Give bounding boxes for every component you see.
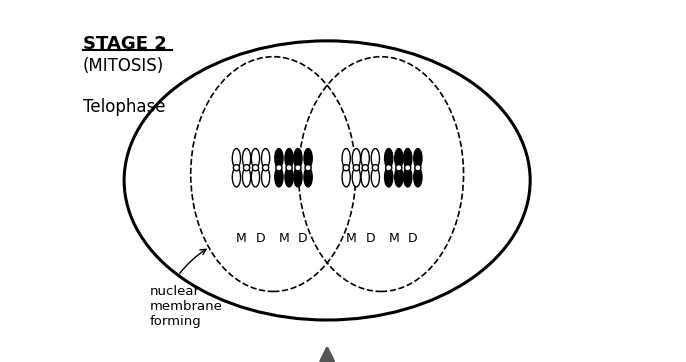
Ellipse shape bbox=[372, 165, 379, 171]
Ellipse shape bbox=[275, 148, 283, 168]
Ellipse shape bbox=[261, 167, 270, 187]
Ellipse shape bbox=[394, 148, 403, 168]
Ellipse shape bbox=[304, 167, 312, 187]
Ellipse shape bbox=[233, 165, 239, 171]
Ellipse shape bbox=[362, 165, 368, 171]
Text: Telophase: Telophase bbox=[83, 98, 165, 116]
Ellipse shape bbox=[251, 148, 259, 168]
Ellipse shape bbox=[343, 165, 349, 171]
Ellipse shape bbox=[233, 167, 241, 187]
Text: (MITOSIS): (MITOSIS) bbox=[83, 57, 164, 75]
Ellipse shape bbox=[124, 41, 530, 320]
Ellipse shape bbox=[251, 167, 259, 187]
Ellipse shape bbox=[242, 148, 250, 168]
Ellipse shape bbox=[294, 148, 302, 168]
Ellipse shape bbox=[263, 165, 269, 171]
Ellipse shape bbox=[371, 167, 379, 187]
Ellipse shape bbox=[403, 148, 412, 168]
Ellipse shape bbox=[386, 165, 392, 171]
Ellipse shape bbox=[244, 165, 250, 171]
Ellipse shape bbox=[252, 165, 259, 171]
Ellipse shape bbox=[294, 167, 302, 187]
Ellipse shape bbox=[361, 148, 369, 168]
Ellipse shape bbox=[285, 167, 293, 187]
Ellipse shape bbox=[371, 148, 379, 168]
Ellipse shape bbox=[396, 165, 402, 171]
Ellipse shape bbox=[295, 165, 301, 171]
Ellipse shape bbox=[385, 148, 393, 168]
Text: nuclear
membrane
forming: nuclear membrane forming bbox=[150, 285, 222, 328]
Ellipse shape bbox=[285, 148, 293, 168]
Ellipse shape bbox=[353, 165, 359, 171]
Ellipse shape bbox=[305, 165, 311, 171]
Ellipse shape bbox=[414, 167, 422, 187]
Ellipse shape bbox=[352, 148, 360, 168]
Text: M: M bbox=[236, 232, 247, 245]
Text: M: M bbox=[279, 232, 289, 245]
Ellipse shape bbox=[233, 148, 241, 168]
Ellipse shape bbox=[304, 148, 312, 168]
Text: D: D bbox=[408, 232, 418, 245]
Text: M: M bbox=[388, 232, 399, 245]
Text: D: D bbox=[298, 232, 308, 245]
Ellipse shape bbox=[342, 167, 351, 187]
Text: M: M bbox=[346, 232, 357, 245]
Ellipse shape bbox=[242, 167, 250, 187]
Ellipse shape bbox=[261, 148, 270, 168]
Ellipse shape bbox=[415, 165, 421, 171]
Ellipse shape bbox=[403, 167, 412, 187]
Ellipse shape bbox=[405, 165, 411, 171]
Ellipse shape bbox=[276, 165, 282, 171]
Ellipse shape bbox=[394, 167, 403, 187]
Ellipse shape bbox=[342, 148, 351, 168]
Ellipse shape bbox=[361, 167, 369, 187]
Ellipse shape bbox=[352, 167, 360, 187]
Text: D: D bbox=[366, 232, 375, 245]
Text: D: D bbox=[256, 232, 265, 245]
Ellipse shape bbox=[286, 165, 292, 171]
Ellipse shape bbox=[385, 167, 393, 187]
Ellipse shape bbox=[275, 167, 283, 187]
Text: STAGE 2: STAGE 2 bbox=[83, 34, 167, 52]
Ellipse shape bbox=[414, 148, 422, 168]
